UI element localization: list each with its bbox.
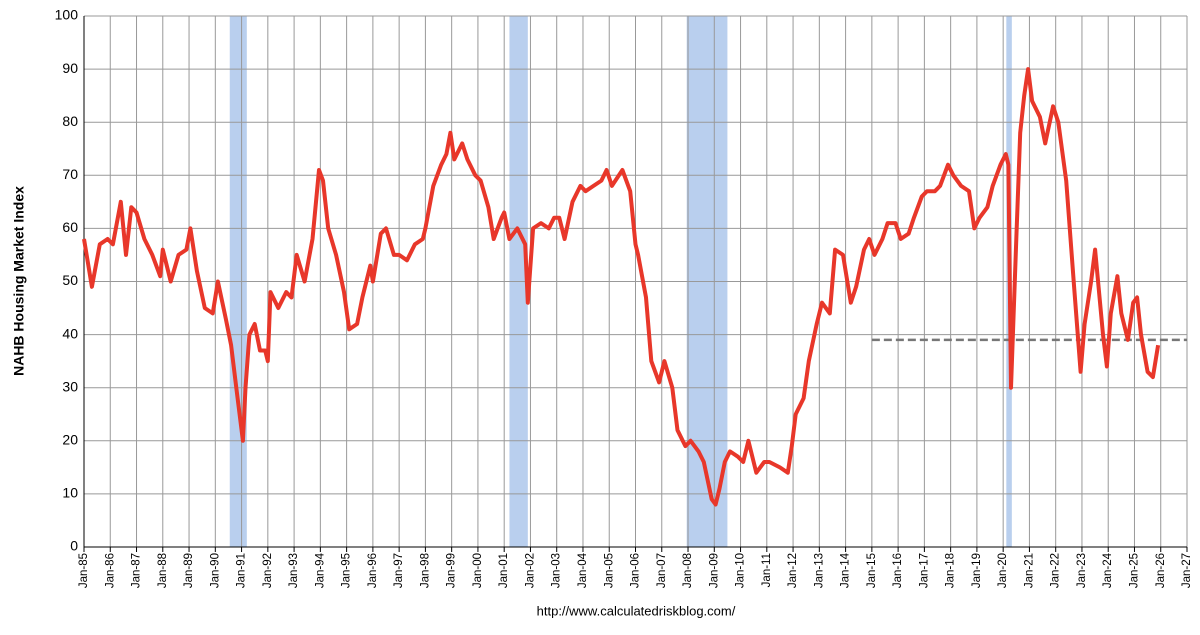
x-tick-label: Jan-12	[787, 553, 799, 588]
x-tick-label: Jan-96	[367, 553, 379, 588]
x-tick-label: Jan-88	[157, 553, 169, 588]
y-tick-label: 20	[62, 432, 78, 448]
x-tick-label: Jan-27	[1181, 553, 1193, 588]
x-tick-label: Jan-24	[1102, 552, 1114, 588]
y-axis-label: NAHB Housing Market Index	[11, 186, 27, 376]
y-tick-label: 40	[62, 325, 78, 341]
x-tick-label: Jan-86	[104, 553, 116, 588]
x-tick-label: Jan-01	[498, 553, 510, 588]
y-tick-label: 80	[62, 113, 78, 129]
x-tick-label: Jan-13	[813, 553, 825, 588]
x-tick-label: Jan-91	[236, 553, 248, 588]
x-tick-label: Jan-09	[708, 553, 720, 588]
x-tick-label: Jan-21	[1023, 553, 1035, 588]
x-tick-label: Jan-89	[183, 553, 195, 588]
x-tick-label: Jan-95	[341, 553, 353, 588]
x-tick-label: Jan-02	[524, 553, 536, 588]
y-tick-label: 0	[70, 538, 78, 554]
x-tick-label: Jan-11	[761, 553, 773, 587]
x-tick-label: Jan-18	[945, 553, 957, 588]
x-tick-label: Jan-94	[314, 552, 326, 588]
x-tick-label: Jan-17	[918, 553, 930, 588]
x-tick-label: Jan-15	[866, 553, 878, 588]
x-tick-label: Jan-20	[997, 553, 1009, 588]
source: http://www.calculatedriskblog.com/	[537, 603, 736, 618]
x-tick-label: Jan-00	[472, 553, 484, 588]
x-tick-label: Jan-23	[1076, 553, 1088, 588]
x-tick-label: Jan-26	[1155, 553, 1167, 588]
x-tick-label: Jan-93	[288, 553, 300, 588]
x-tick-label: Jan-05	[603, 553, 615, 588]
x-tick-label: Jan-16	[892, 553, 904, 588]
x-tick-label: Jan-04	[577, 552, 589, 588]
y-tick-label: 30	[62, 378, 78, 394]
x-tick-label: Jan-25	[1129, 553, 1141, 588]
x-tick-label: Jan-90	[209, 553, 221, 588]
x-tick-label: Jan-92	[262, 553, 274, 588]
x-tick-label: Jan-98	[419, 553, 431, 588]
y-tick-label: 50	[62, 272, 78, 288]
x-tick-label: Jan-08	[682, 553, 694, 588]
x-tick-label: Jan-07	[656, 553, 668, 588]
y-tick-label: 100	[55, 7, 79, 23]
x-tick-label: Jan-99	[446, 553, 458, 588]
x-tick-label: Jan-97	[393, 553, 405, 588]
y-tick-label: 70	[62, 166, 78, 182]
y-tick-label: 10	[62, 485, 78, 501]
x-tick-label: Jan-22	[1050, 553, 1062, 588]
x-tick-label: Jan-19	[971, 553, 983, 588]
x-tick-label: Jan-14	[840, 552, 852, 588]
x-tick-label: Jan-06	[630, 553, 642, 588]
x-tick-label: Jan-87	[131, 553, 143, 588]
x-tick-label: Jan-03	[551, 553, 563, 588]
data-line	[82, 67, 1161, 507]
x-tick-label: Jan-85	[78, 553, 90, 588]
x-tick-label: Jan-10	[735, 553, 747, 588]
y-tick-label: 90	[62, 60, 78, 76]
y-tick-label: 60	[62, 219, 78, 235]
